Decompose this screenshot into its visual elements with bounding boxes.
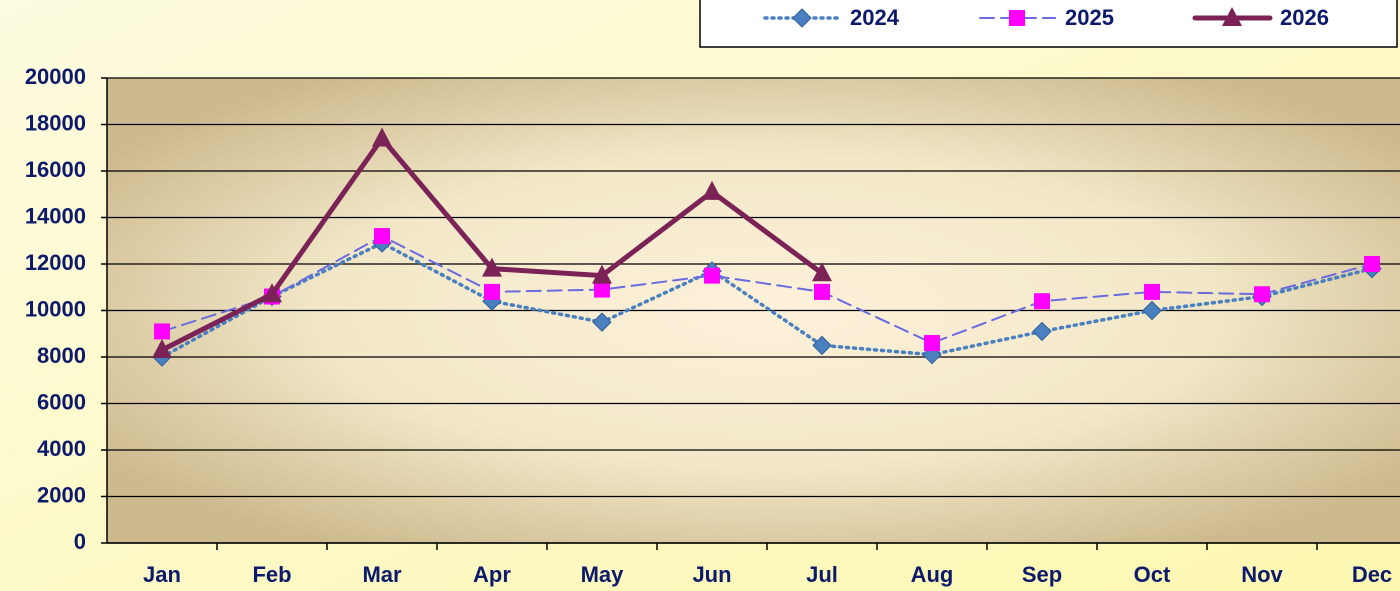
data-point <box>592 312 612 332</box>
data-point <box>1142 300 1162 321</box>
data-point <box>154 323 170 340</box>
x-tick-label: Oct <box>1134 562 1171 587</box>
series-line <box>161 234 1373 345</box>
x-tick-label: Mar <box>362 562 402 587</box>
y-tick-label: 8000 <box>37 343 86 368</box>
data-point <box>1032 321 1052 342</box>
series-line <box>160 241 1374 359</box>
data-point <box>592 264 612 284</box>
data-point <box>704 267 720 284</box>
data-point <box>814 283 830 300</box>
legend-label: 2026 <box>1280 5 1329 30</box>
data-point <box>262 283 282 303</box>
y-tick-label: 0 <box>74 529 86 554</box>
data-point <box>374 228 390 245</box>
x-tick-label: Feb <box>252 562 291 587</box>
data-point <box>1144 283 1160 300</box>
y-tick-label: 4000 <box>37 436 86 461</box>
y-tick-label: 10000 <box>25 296 86 321</box>
legend-box <box>699 0 1398 48</box>
y-tick-label: 16000 <box>25 157 86 182</box>
x-tick-label: Aug <box>911 562 954 587</box>
legend-marker <box>1009 10 1025 26</box>
data-point <box>482 257 502 277</box>
y-tick-label: 6000 <box>37 389 86 414</box>
y-tick-label: 14000 <box>25 203 86 228</box>
y-tick-label: 12000 <box>25 250 86 275</box>
data-point <box>1364 256 1380 272</box>
legend-label: 2025 <box>1065 5 1114 30</box>
x-tick-label: May <box>581 562 625 587</box>
data-point <box>1034 293 1050 310</box>
x-tick-label: Sep <box>1022 562 1062 587</box>
x-tick-label: Jun <box>692 562 731 587</box>
y-tick-label: 20000 <box>25 64 86 89</box>
data-point <box>924 335 940 352</box>
data-point <box>594 281 610 298</box>
legend-label: 2024 <box>850 5 900 30</box>
x-tick-label: Jul <box>806 562 838 587</box>
data-point <box>152 339 172 359</box>
data-point <box>812 335 832 356</box>
data-point <box>484 283 500 300</box>
x-tick-label: Jan <box>143 562 181 587</box>
legend-marker <box>1222 7 1242 26</box>
x-tick-label: Nov <box>1241 562 1283 587</box>
legend-marker <box>792 8 812 28</box>
data-point <box>702 180 722 200</box>
x-tick-label: Dec <box>1352 562 1392 587</box>
data-point <box>1254 286 1270 303</box>
data-point <box>812 262 832 282</box>
data-point <box>372 127 392 147</box>
x-tick-label: Apr <box>473 562 511 587</box>
y-tick-label: 2000 <box>37 482 86 507</box>
y-tick-label: 18000 <box>25 110 86 135</box>
